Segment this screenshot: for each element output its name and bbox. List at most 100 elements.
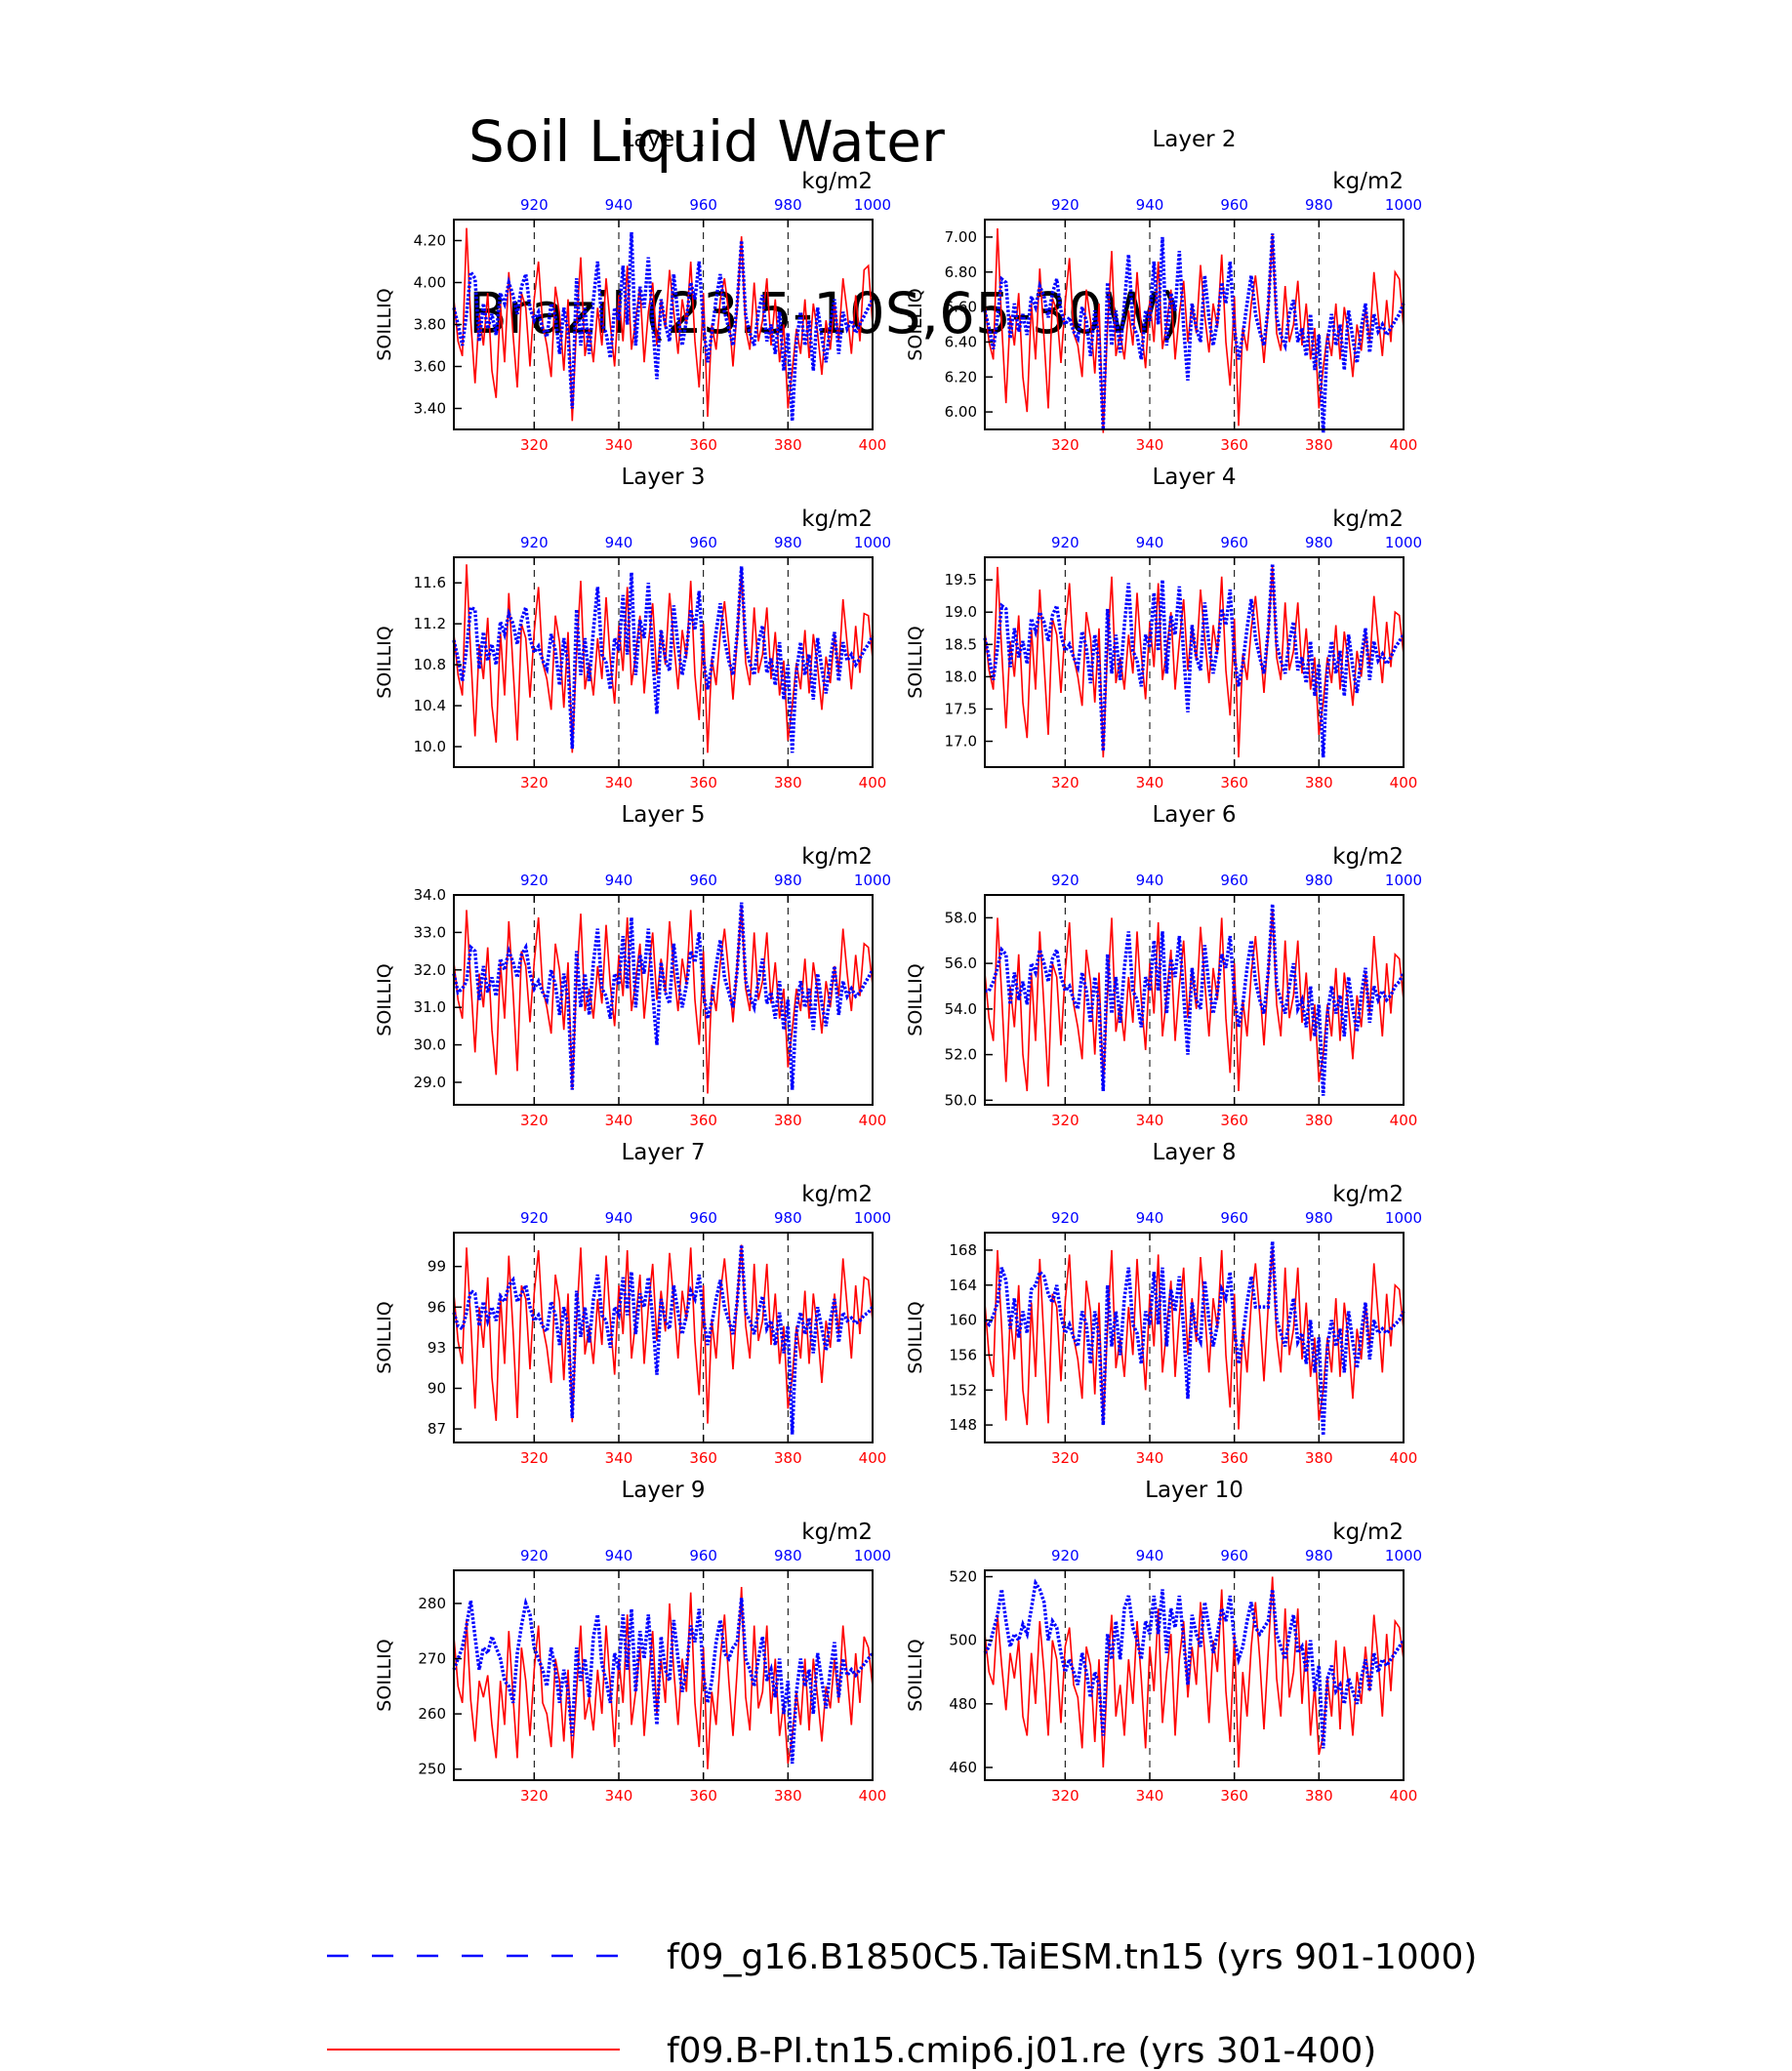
y-tick-label: 6.00 <box>945 403 977 421</box>
series-line-blue <box>452 1244 875 1435</box>
x-top-tick-label: 960 <box>689 534 717 551</box>
x-bottom-tick-label: 340 <box>1136 774 1164 792</box>
panel-layer-10: 460 480 500 520 320 340 360 380 400 920 940 960 980 1… <box>905 1478 1422 1805</box>
x-bottom-tick-label: 340 <box>1136 1449 1164 1467</box>
panel-title: Layer 3 <box>621 465 705 490</box>
x-top-tick-label: 1000 <box>1385 1547 1422 1564</box>
panel-layer-4: 17.0 17.5 18.0 18.5 19.0 19.5 320 340 360 380 400 9… <box>905 465 1422 792</box>
panel-title: Layer 1 <box>621 127 705 152</box>
y-tick-label: 270 <box>418 1650 446 1668</box>
x-bottom-tick-label: 320 <box>520 436 549 454</box>
x-bottom-tick-label: 360 <box>1220 1787 1248 1805</box>
y-tick-label: 520 <box>949 1568 977 1586</box>
panel-layer-3: 10.0 10.4 10.8 11.2 11.6 320 340 360 380 400 920 94… <box>374 465 891 792</box>
plot-frame <box>453 1569 874 1781</box>
x-top-tick-label: 920 <box>520 1547 549 1564</box>
x-bottom-tick-label: 380 <box>1305 1449 1333 1467</box>
y-tick-label: 56.0 <box>945 954 977 972</box>
x-top-tick-label: 1000 <box>854 872 891 889</box>
panel-title: Layer 4 <box>1152 465 1236 490</box>
legend-label-red: f09.B-PI.tn15.cmip6.j01.re (yrs 301-400) <box>667 2031 1376 2069</box>
x-bottom-tick-label: 360 <box>689 774 717 792</box>
y-tick-label: 58.0 <box>945 909 977 926</box>
y-tick-label: 3.80 <box>414 316 446 334</box>
plot-frame <box>984 1232 1405 1443</box>
x-top-tick-label: 920 <box>1051 872 1079 889</box>
x-top-tick-label: 980 <box>1305 872 1333 889</box>
x-bottom-tick-label: 320 <box>1051 774 1079 792</box>
x-bottom-tick-label: 360 <box>1220 1112 1248 1129</box>
plot-frame <box>453 894 874 1106</box>
y-axis-label: SOILLIQ <box>374 963 395 1036</box>
x-bottom-tick-label: 400 <box>859 436 887 454</box>
chart-panels: 3.40 3.60 3.80 4.00 4.20 320 340 360 380 400 920 94… <box>374 127 1422 1805</box>
panel-layer-9: 250 260 270 280 320 340 360 380 400 920 940 960 980 1… <box>374 1478 891 1805</box>
series-line-red <box>984 1576 1405 1768</box>
x-top-tick-label: 920 <box>520 1209 549 1227</box>
panel-layer-7: 87 90 93 96 99 320 340 360 380 400 920 940 960 980 100… <box>374 1140 891 1467</box>
series-line-red <box>453 1244 874 1424</box>
x-top-tick-label: 1000 <box>854 534 891 551</box>
y-tick-label: 11.2 <box>414 615 446 632</box>
x-bottom-tick-label: 320 <box>520 1449 549 1467</box>
units-label: kg/m2 <box>801 1520 873 1545</box>
y-tick-label: 160 <box>949 1312 977 1329</box>
y-tick-label: 31.0 <box>414 998 446 1016</box>
y-tick-label: 19.5 <box>945 571 977 589</box>
x-bottom-tick-label: 380 <box>1305 774 1333 792</box>
panel-title: Layer 5 <box>621 802 705 828</box>
x-top-tick-label: 980 <box>1305 1209 1333 1227</box>
x-bottom-tick-label: 380 <box>774 1787 802 1805</box>
y-tick-label: 460 <box>949 1759 977 1776</box>
plot-frame <box>984 219 1405 430</box>
x-top-tick-label: 1000 <box>1385 196 1422 214</box>
x-bottom-tick-label: 360 <box>1220 774 1248 792</box>
y-tick-label: 18.0 <box>945 668 977 685</box>
y-tick-label: 156 <box>949 1346 977 1363</box>
units-label: kg/m2 <box>1332 844 1404 870</box>
y-tick-label: 148 <box>949 1416 977 1434</box>
x-top-tick-label: 1000 <box>854 196 891 214</box>
plot-frame <box>453 1232 874 1443</box>
x-top-tick-label: 1000 <box>1385 534 1422 551</box>
panel-layer-2: 6.00 6.20 6.40 6.60 6.80 7.00 320 340 360 380 400 9… <box>905 127 1422 454</box>
x-bottom-tick-label: 320 <box>520 774 549 792</box>
y-tick-label: 4.00 <box>414 274 446 292</box>
y-tick-label: 17.0 <box>945 733 977 751</box>
x-bottom-tick-label: 380 <box>1305 1112 1333 1129</box>
y-axis-label: SOILLIQ <box>374 626 395 698</box>
panel-title: Layer 10 <box>1145 1478 1243 1503</box>
panel-layer-8: 148 152 156 160 164 168 320 340 360 380 400 920 940 9… <box>905 1140 1422 1467</box>
x-top-tick-label: 1000 <box>854 1209 891 1227</box>
units-label: kg/m2 <box>1332 169 1404 194</box>
x-bottom-tick-label: 400 <box>859 1449 887 1467</box>
x-top-tick-label: 940 <box>605 1209 633 1227</box>
x-top-tick-label: 960 <box>1220 1547 1248 1564</box>
x-top-tick-label: 920 <box>1051 1209 1079 1227</box>
x-bottom-tick-label: 320 <box>1051 436 1079 454</box>
y-tick-label: 96 <box>428 1298 446 1316</box>
x-bottom-tick-label: 340 <box>1136 1112 1164 1129</box>
y-tick-label: 29.0 <box>414 1074 446 1091</box>
x-top-tick-label: 940 <box>1136 1209 1164 1227</box>
x-bottom-tick-label: 380 <box>774 1112 802 1129</box>
x-bottom-tick-label: 340 <box>605 1787 633 1805</box>
x-top-tick-label: 960 <box>1220 196 1248 214</box>
y-tick-label: 7.00 <box>945 228 977 246</box>
x-bottom-tick-label: 400 <box>1390 1449 1418 1467</box>
y-tick-label: 90 <box>428 1380 446 1398</box>
units-label: kg/m2 <box>801 1182 873 1207</box>
series-line-blue <box>452 902 875 1090</box>
units-label: kg/m2 <box>1332 507 1404 532</box>
y-tick-label: 18.5 <box>945 635 977 653</box>
y-axis-label: SOILLIQ <box>905 963 926 1036</box>
panel-layer-1: 3.40 3.60 3.80 4.00 4.20 320 340 360 380 400 920 94… <box>374 127 891 454</box>
y-axis-label: SOILLIQ <box>905 626 926 698</box>
x-bottom-tick-label: 360 <box>1220 436 1248 454</box>
x-bottom-tick-label: 340 <box>605 1449 633 1467</box>
x-top-tick-label: 980 <box>1305 1547 1333 1564</box>
panel-title: Layer 7 <box>621 1140 705 1165</box>
x-top-tick-label: 960 <box>1220 1209 1248 1227</box>
y-tick-label: 34.0 <box>414 886 446 904</box>
x-bottom-tick-label: 320 <box>1051 1112 1079 1129</box>
